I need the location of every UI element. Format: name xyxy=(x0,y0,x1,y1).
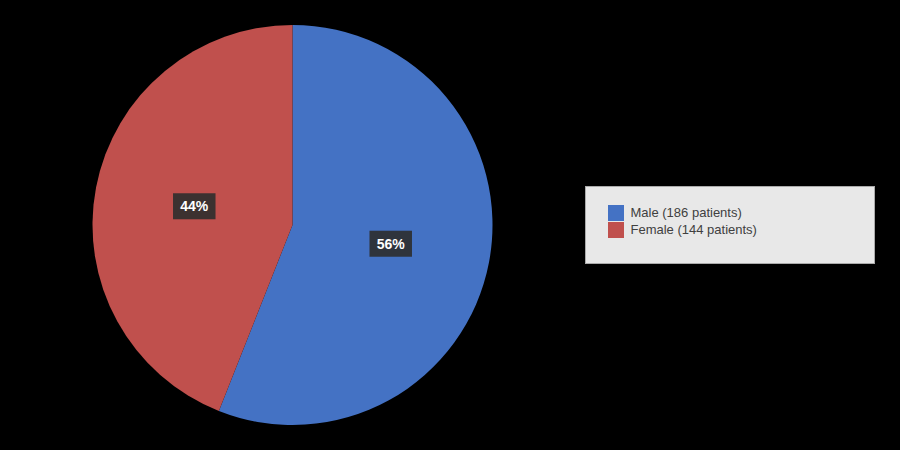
svg-text:44%: 44% xyxy=(180,198,209,214)
svg-text:56%: 56% xyxy=(377,236,406,252)
html-text:Male (186 patients): Male (186 patients) xyxy=(630,205,742,221)
html-text:Female (144 patients): Female (144 patients) xyxy=(630,222,757,238)
